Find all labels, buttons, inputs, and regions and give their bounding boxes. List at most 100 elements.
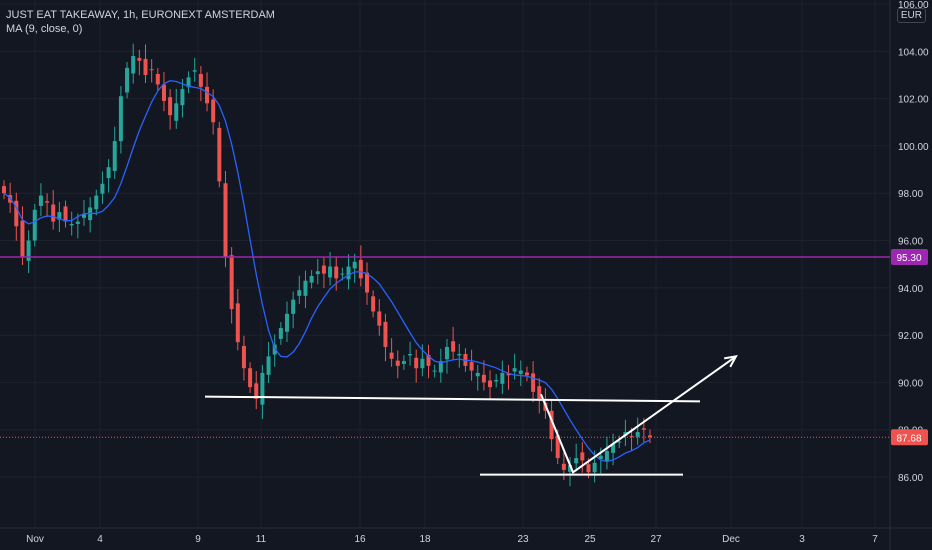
candle-body [32, 209, 37, 241]
candle-body [512, 368, 517, 372]
last-price-label-bg [891, 429, 928, 446]
candle-body [45, 201, 50, 203]
indicator-legend[interactable]: MA (9, close, 0) [6, 23, 83, 35]
candle-body [125, 67, 130, 93]
y-tick-label: 94.00 [898, 284, 923, 295]
candle-body [328, 266, 333, 278]
y-tick-label: 104.00 [898, 47, 929, 58]
candle-body [346, 266, 351, 280]
candle-body [266, 356, 271, 375]
candle-body [395, 360, 400, 366]
candle-body [408, 354, 413, 356]
candle-body [568, 465, 573, 472]
candle-body [383, 321, 388, 347]
candle-body [241, 345, 246, 369]
candle-body [537, 386, 542, 399]
candle-body [143, 58, 148, 75]
candle-body [137, 57, 142, 61]
candle-body [235, 303, 240, 343]
candle-body [371, 296, 376, 312]
candle-body [217, 127, 222, 182]
x-tick-label: 23 [517, 534, 529, 545]
candle-body [641, 428, 646, 430]
candle-body [604, 450, 609, 462]
y-tick-label: 102.00 [898, 95, 929, 106]
candle-body [14, 200, 19, 227]
x-tick-label: 18 [419, 534, 431, 545]
x-tick-label: 3 [799, 534, 805, 545]
candle-body [377, 311, 382, 326]
candle-body [198, 74, 203, 87]
symbol-title[interactable]: JUST EAT TAKEAWAY, 1h, EURONEXT AMSTERDA… [6, 9, 275, 21]
arrowhead-icon [724, 355, 738, 368]
candle-body [426, 354, 431, 366]
candle-body [75, 221, 80, 224]
candle-body [611, 443, 616, 453]
candle-body [451, 341, 456, 352]
candle-body [321, 265, 326, 274]
y-tick-label: 100.00 [898, 142, 929, 153]
candle-body [192, 70, 197, 72]
candle-body [180, 89, 185, 106]
candle-body [211, 99, 216, 123]
candle-body [524, 372, 529, 376]
y-tick-label: 90.00 [898, 378, 923, 389]
candle-body [364, 272, 369, 293]
x-tick-label: 7 [872, 534, 878, 545]
candle-body [518, 370, 523, 374]
candle-body [223, 183, 228, 258]
candle-body [248, 368, 253, 388]
candle-body [186, 77, 191, 88]
candle-body [352, 261, 357, 269]
candle-body [174, 103, 179, 121]
y-tick-label: 98.00 [898, 189, 923, 200]
x-tick-label: 4 [97, 534, 103, 545]
candle-body [161, 84, 166, 101]
candle-body [432, 370, 437, 372]
candle-body [358, 259, 363, 279]
candle-body [229, 255, 234, 310]
candle-body [561, 463, 566, 470]
candle-body [475, 372, 480, 377]
candle-body [131, 56, 136, 74]
candle-body [420, 358, 425, 369]
currency-badge[interactable]: EUR [896, 8, 926, 23]
x-tick-label: 16 [354, 534, 366, 545]
x-tick-label: 11 [256, 534, 267, 545]
candle-body [118, 96, 123, 142]
support-line-upper[interactable] [204, 395, 701, 403]
candle-body [168, 97, 173, 116]
candle-body [340, 273, 345, 275]
candle-body [598, 455, 603, 460]
candle-body [580, 452, 585, 461]
candle-body [401, 361, 406, 364]
candle-body [2, 186, 6, 194]
x-tick-label: 25 [584, 534, 596, 545]
candle-body [481, 374, 486, 383]
candle-body [334, 266, 339, 279]
y-tick-label: 106.00 [898, 0, 929, 11]
candle-body [112, 141, 117, 171]
y-tick-label: 96.00 [898, 237, 923, 248]
candle-body [500, 372, 505, 384]
candle-body [100, 183, 105, 194]
x-tick-label: 27 [650, 534, 662, 545]
candle-body [635, 432, 640, 437]
candle-body [549, 410, 554, 440]
ma-line [3, 80, 651, 463]
candle-body [488, 380, 493, 388]
candle-body [69, 223, 74, 226]
candle-body [57, 212, 62, 220]
last-price-label: 87.68 [896, 433, 921, 444]
projection-arrow-path[interactable] [540, 355, 737, 474]
y-tick-label: 86.00 [898, 473, 923, 484]
candle-body [555, 435, 560, 459]
candle-body [531, 373, 536, 392]
candle-body [315, 271, 320, 275]
candle-body [26, 240, 31, 261]
candle-body [254, 383, 259, 399]
chart-header: JUST EAT TAKEAWAY, 1h, EURONEXT AMSTERDA… [6, 8, 275, 36]
candle-body [291, 299, 296, 314]
